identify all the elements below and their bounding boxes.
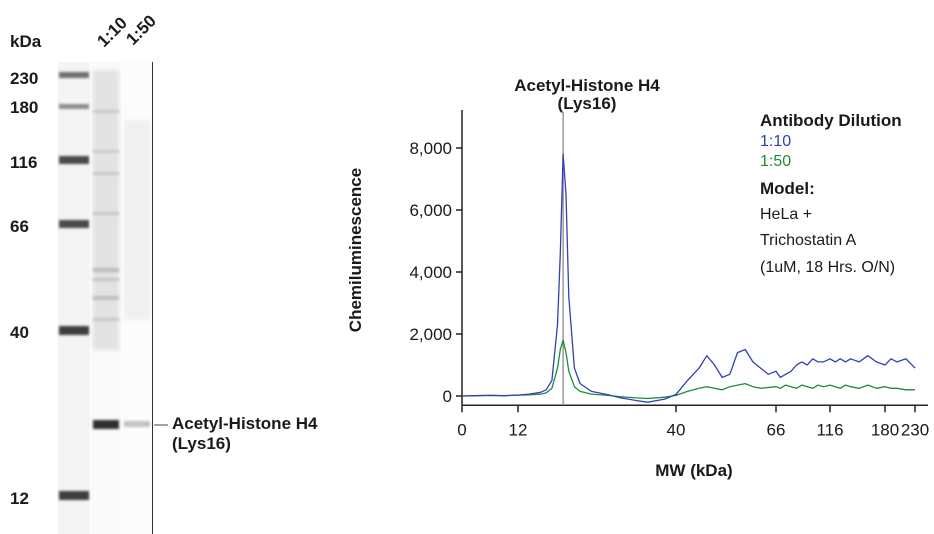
gel [58,62,153,534]
model-title: Model: [760,179,815,198]
lane-1-10-faint-band [93,172,119,175]
ladder-band-180 [59,104,89,109]
x-tick-label: 230 [901,420,929,439]
marker-labels: 230 180 116 66 40 12 [10,69,38,508]
x-tick-label: 180 [871,420,899,439]
y-tick-label: 0 [443,387,452,406]
y-axis-title: Chemiluminescence [346,168,365,332]
band-label-line1: Acetyl-Histone H4 [172,414,318,433]
model-line-3: (1uM, 18 Hrs. O/N) [760,259,895,276]
lane-1-10-faint-band [93,296,119,300]
lane-1-10-faint-band [93,212,119,215]
lane-1-10-faint-band [93,150,119,153]
marker-label-66: 66 [10,217,29,236]
marker-label-12: 12 [10,489,29,508]
lane-1-10-faint-band [93,110,119,113]
x-axis-title: MW (kDa) [655,461,732,480]
chart-title-line2: (Lys16) [558,94,617,113]
x-tick-label: 40 [667,420,686,439]
marker-label-230: 230 [10,69,38,88]
x-tick-label: 0 [457,420,466,439]
y-axis: 0 2,000 4,000 6,000 8,000 [409,110,463,406]
legend-title: Antibody Dilution [760,111,902,130]
chart: Acetyl-Histone H4 (Lys16) Chemiluminesce… [346,76,929,480]
chart-title-line1: Acetyl-Histone H4 [514,76,660,95]
series-group [461,112,916,406]
lane-1-50-target-band [124,421,150,427]
blot-kda-label: kDa [10,32,42,51]
y-tick-label: 8,000 [409,139,452,158]
lane-1-10-smear [93,70,119,350]
ladder-lane [58,62,90,534]
x-tick-label: 66 [767,420,786,439]
lane-1-10-target-band [93,420,119,429]
model-line-2: Trichostatin A [760,232,857,249]
x-tick-label: 12 [509,420,528,439]
ladder-band-116 [59,156,89,164]
lane-1-10-faint-band [93,318,119,321]
ladder-band-12 [59,491,89,500]
lane-1-10-faint-band [93,278,119,281]
series-line-1-50 [461,339,915,400]
legend-item-1-50: 1:50 [760,153,791,170]
lane-1-50-smear [124,120,150,320]
x-tick-label: 116 [816,420,843,439]
x-axis: 0 12 40 66 116 180 230 [457,404,929,439]
ladder-band-40 [59,326,89,335]
ladder-band-66 [59,220,89,228]
model-line-1: HeLa + [760,206,812,223]
legend-item-1-10: 1:10 [760,133,791,150]
marker-label-116: 116 [10,153,37,172]
blot-panel: kDa 1:10 1:50 230 180 116 66 40 12 [10,11,318,534]
lane-1-10-faint-band [93,268,119,272]
marker-label-40: 40 [10,323,29,342]
band-label-line2: (Lys16) [172,434,231,453]
y-tick-label: 2,000 [409,325,452,344]
y-tick-label: 4,000 [409,263,452,282]
series-line-1-10 [461,153,916,403]
lane-label-1-50: 1:50 [122,11,159,48]
marker-label-180: 180 [10,98,38,117]
ladder-band-230 [59,72,89,78]
y-tick-label: 6,000 [409,201,452,220]
legend: Antibody Dilution 1:10 1:50 Model: HeLa … [760,111,902,276]
